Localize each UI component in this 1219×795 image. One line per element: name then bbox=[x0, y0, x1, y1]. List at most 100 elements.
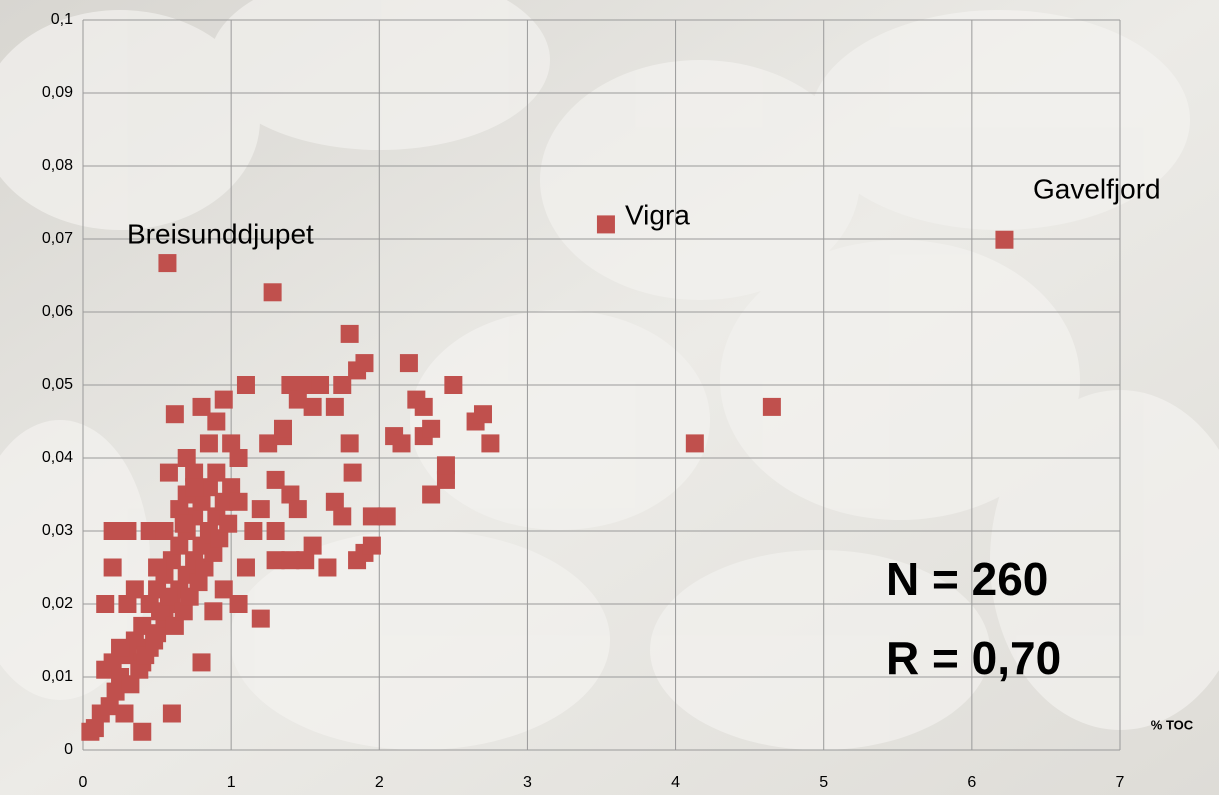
y-tick-label: 0,02 bbox=[42, 595, 73, 612]
point bbox=[222, 434, 241, 453]
x-tick-label: 3 bbox=[523, 774, 532, 791]
point bbox=[133, 616, 152, 635]
y-tick-label: 0 bbox=[64, 741, 73, 758]
point bbox=[118, 522, 137, 540]
point bbox=[207, 463, 226, 482]
point bbox=[392, 434, 411, 453]
point bbox=[273, 419, 292, 438]
point bbox=[422, 485, 441, 504]
point bbox=[414, 397, 433, 416]
point bbox=[192, 653, 211, 672]
x-tick-label: 4 bbox=[671, 774, 680, 791]
annotation: R = 0,70 bbox=[886, 632, 1061, 684]
point bbox=[185, 478, 204, 497]
y-tick-label: 0,06 bbox=[42, 303, 73, 320]
point bbox=[281, 485, 300, 504]
annotation: N = 260 bbox=[886, 553, 1048, 605]
x-tick-label: 5 bbox=[819, 774, 828, 791]
point bbox=[136, 646, 155, 665]
point bbox=[103, 558, 122, 577]
y-tick-label: 0,09 bbox=[42, 84, 73, 101]
point bbox=[210, 529, 229, 548]
point bbox=[311, 376, 330, 394]
point bbox=[296, 376, 315, 394]
x-tick-label: 0 bbox=[79, 774, 88, 791]
y-tick-label: 0,01 bbox=[42, 668, 73, 685]
point bbox=[377, 507, 396, 526]
point bbox=[170, 500, 189, 519]
y-tick-label: 0,04 bbox=[42, 449, 73, 466]
point bbox=[444, 376, 463, 394]
point bbox=[174, 602, 193, 621]
point bbox=[481, 434, 500, 453]
x-tick-label: 7 bbox=[1116, 774, 1125, 791]
point bbox=[259, 434, 278, 453]
point bbox=[177, 449, 196, 467]
point bbox=[333, 376, 352, 394]
point bbox=[229, 449, 248, 467]
point bbox=[140, 522, 159, 540]
point bbox=[762, 397, 781, 416]
y-tick-label: 0,05 bbox=[42, 376, 73, 393]
point bbox=[145, 631, 164, 650]
point bbox=[340, 324, 359, 343]
point bbox=[436, 456, 455, 475]
point bbox=[214, 390, 233, 409]
point bbox=[162, 704, 181, 723]
point bbox=[596, 215, 615, 234]
point bbox=[204, 543, 223, 562]
point bbox=[207, 412, 226, 431]
point bbox=[85, 719, 104, 738]
point bbox=[251, 500, 270, 519]
point bbox=[155, 522, 174, 540]
point bbox=[158, 254, 177, 273]
y-tick-label: 0,03 bbox=[42, 522, 73, 539]
point bbox=[165, 405, 184, 424]
point bbox=[303, 536, 322, 555]
point bbox=[159, 463, 178, 482]
point bbox=[118, 595, 137, 613]
point bbox=[325, 492, 344, 511]
point bbox=[219, 514, 238, 533]
point bbox=[995, 230, 1014, 249]
point bbox=[111, 638, 130, 657]
point bbox=[685, 434, 704, 453]
point bbox=[288, 500, 307, 519]
point bbox=[204, 602, 223, 621]
point bbox=[103, 522, 122, 540]
point bbox=[355, 354, 374, 373]
point bbox=[125, 580, 144, 599]
point bbox=[288, 390, 307, 409]
point bbox=[229, 595, 248, 613]
point bbox=[192, 397, 211, 416]
point bbox=[133, 722, 152, 741]
point bbox=[266, 551, 285, 570]
point bbox=[214, 580, 233, 599]
point bbox=[244, 522, 263, 540]
point bbox=[192, 492, 211, 511]
point bbox=[125, 631, 144, 650]
point bbox=[165, 616, 184, 635]
point bbox=[115, 704, 134, 723]
point bbox=[195, 558, 214, 577]
x-tick-label: 1 bbox=[227, 774, 236, 791]
point bbox=[340, 434, 359, 453]
point bbox=[399, 354, 418, 373]
point bbox=[362, 507, 381, 526]
point bbox=[121, 675, 140, 694]
x-axis-label: % TOC bbox=[1151, 717, 1194, 732]
point bbox=[199, 434, 218, 453]
point bbox=[362, 536, 381, 555]
point bbox=[473, 405, 492, 424]
annotation: Breisunddjupet bbox=[127, 218, 314, 249]
x-tick-label: 2 bbox=[375, 774, 384, 791]
point bbox=[281, 376, 300, 394]
point bbox=[251, 609, 270, 628]
point bbox=[103, 653, 122, 672]
point bbox=[159, 587, 178, 606]
point bbox=[281, 551, 300, 570]
point bbox=[303, 397, 322, 416]
point bbox=[222, 478, 241, 497]
point bbox=[296, 551, 315, 570]
